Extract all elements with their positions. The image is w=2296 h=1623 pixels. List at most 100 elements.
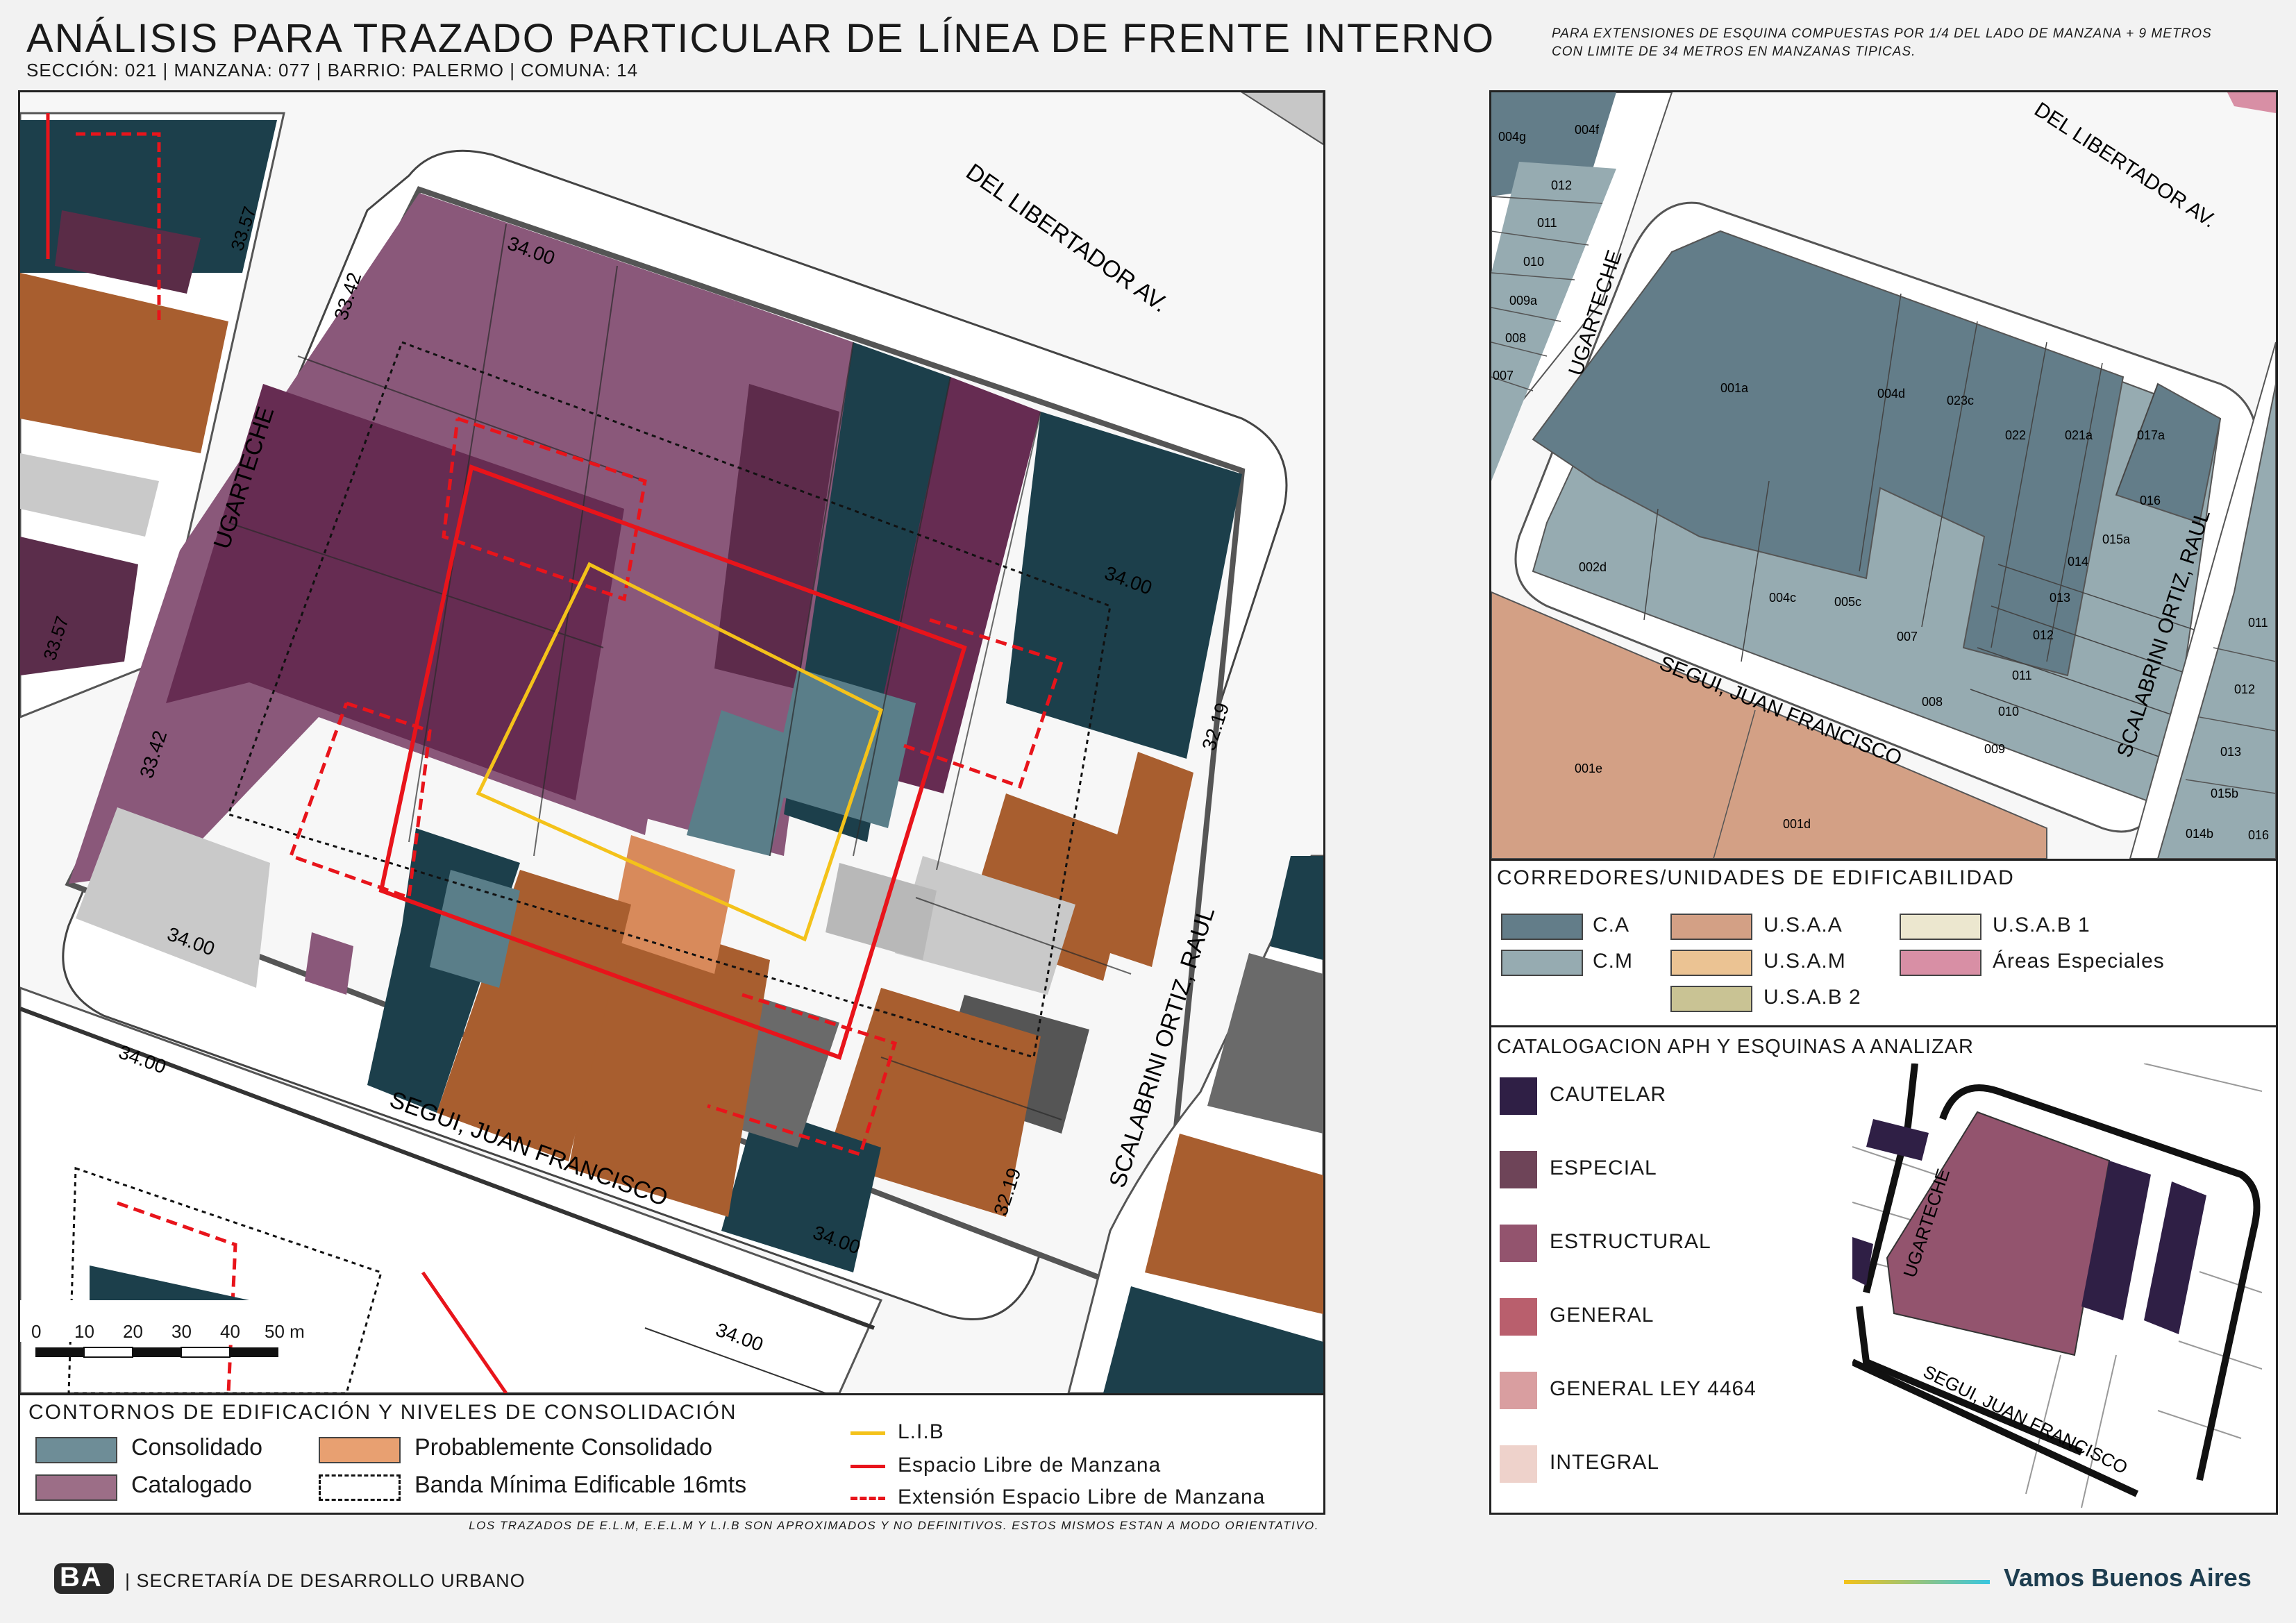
swatch-general-ley-4464 xyxy=(1500,1372,1537,1409)
swatch-cautelar xyxy=(1500,1077,1537,1115)
header-note: PARA EXTENSIONES DE ESQUINA COMPUESTAS P… xyxy=(1552,26,2212,59)
slogan: Vamos Buenos Aires xyxy=(2004,1563,2252,1592)
parcel-011-left: 011 xyxy=(1537,216,1557,230)
legend-corredores-panel: CORREDORES/UNIDADES DE EDIFICABILIDAD C.… xyxy=(1489,859,2278,1027)
parcel-007: 007 xyxy=(1897,630,1918,644)
legend-usaa: U.S.A.A xyxy=(1763,914,1843,936)
footer-note: LOS TRAZADOS DE E.L.M, E.E.L.M Y L.I.B S… xyxy=(469,1519,1319,1532)
parcel-011: 011 xyxy=(2012,668,2032,682)
swatch-integral xyxy=(1500,1445,1537,1483)
parcel-021a: 021a xyxy=(2065,428,2093,442)
legend-consolidado: Consolidado xyxy=(131,1434,263,1461)
legend-elm: Espacio Libre de Manzana xyxy=(898,1454,1162,1477)
parcel-010: 010 xyxy=(1998,705,2019,718)
scale-tick-0: 0 xyxy=(31,1321,42,1342)
scale-bar xyxy=(20,1300,312,1358)
secretaria-label: | SECRETARÍA DE DESARROLLO URBANO xyxy=(125,1570,526,1591)
parcel-008: 008 xyxy=(1922,695,1943,709)
scale-tick-40: 40 xyxy=(220,1321,240,1342)
mini-corner-map: UGARTECHE SEGUI, JUAN FRANCISCO xyxy=(1852,1063,2262,1513)
parcel-004g: 004g xyxy=(1498,130,1526,144)
legend-usam: U.S.A.M xyxy=(1763,950,1846,973)
parcel-004c: 004c xyxy=(1769,591,1796,605)
swatch-probablemente-consolidado xyxy=(319,1437,401,1463)
parcel-017a: 017a xyxy=(2137,428,2165,442)
legend-cautelar: CAUTELAR xyxy=(1550,1083,1667,1106)
swatch-cm xyxy=(1501,950,1583,976)
line-lib xyxy=(850,1431,885,1435)
parcel-map-panel: 004g 004f 012 011 010 009a 008 007 001a … xyxy=(1489,90,2278,861)
legend-corredores-title: CORREDORES/UNIDADES DE EDIFICABILIDAD xyxy=(1497,866,2015,889)
legend-especial: ESPECIAL xyxy=(1550,1157,1657,1179)
parcel-012-right: 012 xyxy=(2234,682,2255,696)
legend-contornos-title: CONTORNOS DE EDIFICACIÓN Y NIVELES DE CO… xyxy=(28,1401,737,1424)
legend-catalogado: Catalogado xyxy=(131,1472,252,1498)
swatch-catalogado xyxy=(35,1474,117,1501)
legend-catalogacion-panel: CATALOGACION APH Y ESQUINAS A ANALIZAR C… xyxy=(1489,1025,2278,1515)
parcel-005c: 005c xyxy=(1834,595,1861,609)
legend-integral: INTEGRAL xyxy=(1550,1451,1660,1474)
swatch-consolidado xyxy=(35,1437,117,1463)
parcel-011-right: 011 xyxy=(2248,616,2268,630)
line-eelm xyxy=(850,1497,885,1500)
parcel-014: 014 xyxy=(2068,555,2088,569)
parcel-001e: 001e xyxy=(1575,762,1602,775)
parcel-013-right: 013 xyxy=(2220,745,2241,759)
legend-contornos-panel: CONTORNOS DE EDIFICACIÓN Y NIVELES DE CO… xyxy=(18,1393,1325,1515)
parcel-map: 004g 004f 012 011 010 009a 008 007 001a … xyxy=(1491,92,2276,859)
swatch-especial xyxy=(1500,1151,1537,1188)
scale-tick-50m: 50 m xyxy=(265,1321,305,1342)
parcel-001a: 001a xyxy=(1720,381,1749,395)
parcel-009: 009 xyxy=(1984,742,2005,756)
main-block: 34.00 33.42 34.00 32.19 33.42 34.00 32.1… xyxy=(65,186,1246,1304)
line-elm xyxy=(850,1465,885,1468)
ba-logo-text: BA xyxy=(60,1562,103,1592)
parcel-022: 022 xyxy=(2005,428,2026,442)
main-map-panel: 33.57 33.57 xyxy=(18,90,1325,1395)
scale-tick-30: 30 xyxy=(171,1321,192,1342)
legend-ca: C.A xyxy=(1593,914,1630,936)
swatch-areas-especiales xyxy=(1900,950,1981,976)
swatch-general xyxy=(1500,1298,1537,1336)
legend-usab2: U.S.A.B 2 xyxy=(1763,986,1861,1009)
parcel-007-left: 007 xyxy=(1493,369,1514,382)
parcel-014b: 014b xyxy=(2186,827,2213,841)
legend-catalogacion-title: CATALOGACION APH Y ESQUINAS A ANALIZAR xyxy=(1497,1036,1974,1058)
parcel-001d: 001d xyxy=(1783,817,1811,831)
legend-banda-minima: Banda Mínima Edificable 16mts xyxy=(414,1472,747,1498)
parcel-016-right: 016 xyxy=(2248,828,2269,842)
parcel-004f: 004f xyxy=(1575,123,1600,137)
main-map: 33.57 33.57 xyxy=(20,92,1323,1393)
legend-estructural: ESTRUCTURAL xyxy=(1550,1230,1711,1253)
parcel-012: 012 xyxy=(2033,628,2054,642)
swatch-usab1 xyxy=(1900,914,1981,940)
swatch-usab2 xyxy=(1670,986,1752,1012)
parcel-002d: 002d xyxy=(1579,560,1607,574)
parcel-023c: 023c xyxy=(1947,394,1974,407)
parcel-015b: 015b xyxy=(2211,787,2238,800)
parcel-009a: 009a xyxy=(1509,294,1538,308)
slogan-gradient-line xyxy=(1844,1580,1990,1584)
legend-usab1: U.S.A.B 1 xyxy=(1993,914,2090,936)
legend-eelm: Extensión Espacio Libre de Manzana xyxy=(898,1486,1266,1508)
parcel-010-left: 010 xyxy=(1523,255,1544,269)
page-title: ANÁLISIS PARA TRAZADO PARTICULAR DE LÍNE… xyxy=(26,16,1495,61)
parcel-015a: 015a xyxy=(2102,532,2131,546)
left-neighbor-block: 33.57 33.57 xyxy=(20,112,285,718)
legend-general-ley-4464: GENERAL LEY 4464 xyxy=(1550,1377,1757,1400)
swatch-estructural xyxy=(1500,1225,1537,1262)
page-subtitle: SECCIÓN: 021 | MANZANA: 077 | BARRIO: PA… xyxy=(26,60,639,81)
ba-logo xyxy=(54,1562,117,1600)
parcel-004d: 004d xyxy=(1877,387,1905,401)
scale-tick-10: 10 xyxy=(74,1321,94,1342)
legend-probablemente-consolidado: Probablemente Consolidado xyxy=(414,1434,713,1461)
legend-general: GENERAL xyxy=(1550,1304,1654,1327)
parcel-013: 013 xyxy=(2050,591,2070,605)
parcel-008-left: 008 xyxy=(1505,331,1526,345)
swatch-banda-minima xyxy=(319,1474,401,1501)
swatch-usam xyxy=(1670,950,1752,976)
swatch-usaa xyxy=(1670,914,1752,940)
parcel-012-left: 012 xyxy=(1551,178,1572,192)
legend-lib: L.I.B xyxy=(898,1420,944,1443)
legend-areas-especiales: Áreas Especiales xyxy=(1993,950,2165,973)
